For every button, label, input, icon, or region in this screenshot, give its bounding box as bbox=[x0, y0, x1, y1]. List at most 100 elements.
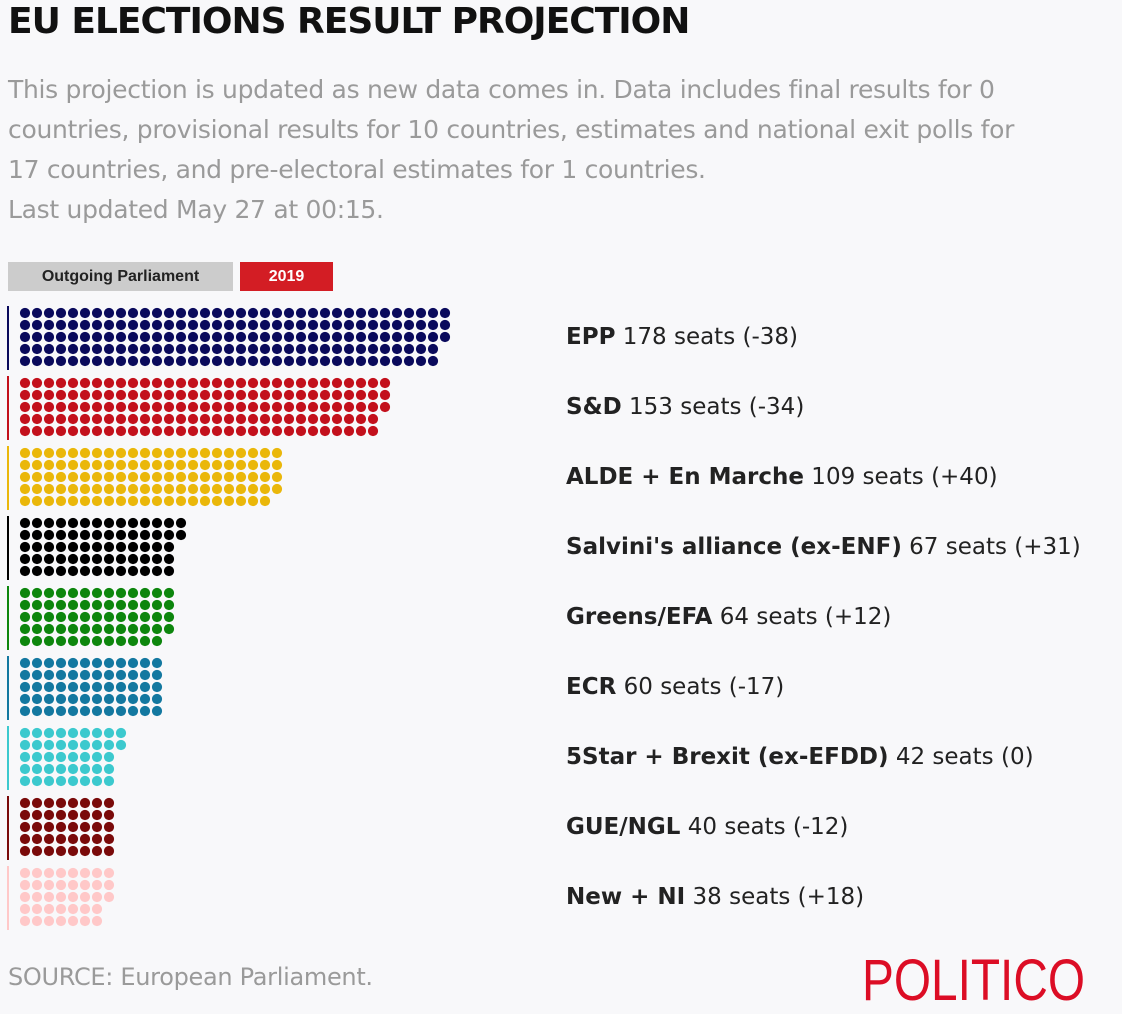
seat-dot bbox=[175, 319, 187, 331]
seat-dot bbox=[127, 413, 139, 425]
seat-dot bbox=[307, 389, 319, 401]
seat-dot bbox=[175, 401, 187, 413]
seat-dot bbox=[19, 845, 31, 857]
seat-dot bbox=[31, 447, 43, 459]
seat-dot bbox=[127, 541, 139, 553]
seat-dot bbox=[235, 377, 247, 389]
seat-dot bbox=[31, 587, 43, 599]
seat-dot bbox=[67, 483, 79, 495]
seat-dot bbox=[247, 483, 259, 495]
seat-dot bbox=[67, 623, 79, 635]
seat-dot bbox=[103, 635, 115, 647]
seat-dot bbox=[55, 669, 67, 681]
seat-dot bbox=[259, 389, 271, 401]
seat-dot bbox=[151, 623, 163, 635]
seat-dot bbox=[91, 669, 103, 681]
seat-dot bbox=[19, 517, 31, 529]
chart-subtitle: This projection is updated as new data c… bbox=[8, 70, 1113, 230]
seat-dot bbox=[55, 879, 67, 891]
seat-dot bbox=[31, 343, 43, 355]
party-axis-line bbox=[7, 796, 9, 860]
seat-dot bbox=[211, 331, 223, 343]
seat-dot bbox=[379, 307, 391, 319]
seat-dot bbox=[19, 867, 31, 879]
seat-dot bbox=[223, 401, 235, 413]
seat-dot bbox=[139, 681, 151, 693]
seat-dot bbox=[139, 705, 151, 717]
seat-dot bbox=[55, 307, 67, 319]
seat-dot bbox=[343, 355, 355, 367]
seat-dot bbox=[247, 389, 259, 401]
seat-dot bbox=[19, 915, 31, 927]
seat-dot bbox=[187, 401, 199, 413]
politico-logo: POLITICO bbox=[862, 950, 1085, 1008]
seat-dot bbox=[283, 377, 295, 389]
seat-dot bbox=[223, 425, 235, 437]
seat-dot bbox=[295, 401, 307, 413]
seat-dot bbox=[319, 319, 331, 331]
seat-dot bbox=[91, 517, 103, 529]
seat-dot bbox=[187, 319, 199, 331]
seat-dot bbox=[199, 413, 211, 425]
seat-dot bbox=[103, 517, 115, 529]
seat-dot bbox=[271, 319, 283, 331]
seat-dot bbox=[43, 891, 55, 903]
seat-dot bbox=[55, 775, 67, 787]
party-seat-change: (+31) bbox=[1014, 534, 1081, 560]
seat-dot bbox=[19, 389, 31, 401]
seat-dot bbox=[67, 669, 79, 681]
seat-dot bbox=[127, 657, 139, 669]
seat-dot bbox=[127, 355, 139, 367]
seat-dot bbox=[67, 529, 79, 541]
seat-dot bbox=[103, 495, 115, 507]
seat-dot bbox=[247, 413, 259, 425]
seat-dot bbox=[67, 867, 79, 879]
seat-dot bbox=[115, 611, 127, 623]
seat-dot bbox=[271, 389, 283, 401]
seat-dot bbox=[115, 681, 127, 693]
seat-dot bbox=[199, 471, 211, 483]
seat-dot bbox=[55, 681, 67, 693]
seat-dot bbox=[43, 903, 55, 915]
party-seats: 109 seats bbox=[804, 464, 932, 490]
seat-dot bbox=[31, 727, 43, 739]
party-name: S&D bbox=[566, 394, 622, 420]
tab-outgoing-parliament[interactable]: Outgoing Parliament bbox=[8, 262, 233, 291]
seat-dot bbox=[175, 331, 187, 343]
seat-dot bbox=[91, 541, 103, 553]
seat-dot bbox=[175, 343, 187, 355]
seat-dot bbox=[31, 529, 43, 541]
seat-dot bbox=[31, 635, 43, 647]
seat-dot bbox=[403, 319, 415, 331]
seat-dot bbox=[91, 343, 103, 355]
seat-dot bbox=[31, 763, 43, 775]
seat-dot bbox=[259, 459, 271, 471]
seat-dot bbox=[151, 669, 163, 681]
seat-dot bbox=[79, 483, 91, 495]
seat-dot bbox=[139, 355, 151, 367]
seat-dot bbox=[19, 565, 31, 577]
seat-dot bbox=[79, 669, 91, 681]
seat-dot bbox=[127, 495, 139, 507]
seat-dot bbox=[43, 739, 55, 751]
seat-dot bbox=[55, 587, 67, 599]
seat-dot bbox=[163, 355, 175, 367]
seat-dot bbox=[67, 879, 79, 891]
seat-dot bbox=[19, 821, 31, 833]
seat-dot bbox=[79, 751, 91, 763]
seat-dot bbox=[67, 355, 79, 367]
seat-dot bbox=[19, 635, 31, 647]
seat-dot bbox=[91, 751, 103, 763]
tab-2019[interactable]: 2019 bbox=[240, 262, 333, 291]
seat-dot bbox=[19, 763, 31, 775]
seat-dot bbox=[127, 705, 139, 717]
seat-dot bbox=[43, 447, 55, 459]
seat-dot bbox=[115, 599, 127, 611]
party-axis-line bbox=[7, 376, 9, 440]
seat-dot bbox=[103, 553, 115, 565]
seat-dot bbox=[31, 669, 43, 681]
seat-dot bbox=[127, 553, 139, 565]
seat-dot bbox=[127, 425, 139, 437]
seat-dot bbox=[427, 307, 439, 319]
seat-dot bbox=[163, 483, 175, 495]
